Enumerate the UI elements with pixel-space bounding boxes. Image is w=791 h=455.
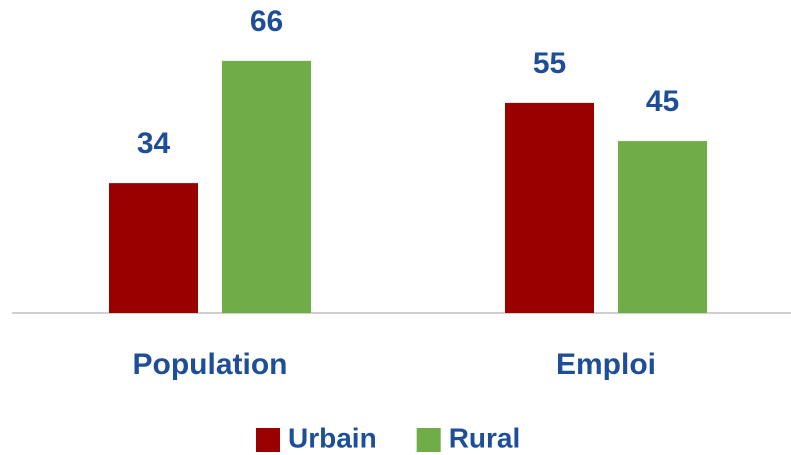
legend-label: Urbain — [288, 422, 377, 453]
data-label: 34 — [137, 127, 171, 160]
bar — [109, 183, 198, 313]
bar — [505, 102, 594, 314]
data-label: 45 — [646, 85, 679, 118]
bar — [618, 141, 707, 313]
legend-swatch — [256, 428, 280, 452]
legend-swatch — [416, 428, 441, 452]
x-tick-label: Emploi — [556, 348, 656, 381]
data-label: 66 — [250, 5, 283, 38]
x-tick-label: Population — [133, 348, 288, 381]
bar — [222, 60, 311, 313]
data-label: 55 — [533, 47, 566, 80]
legend-label: Rural — [449, 422, 521, 453]
